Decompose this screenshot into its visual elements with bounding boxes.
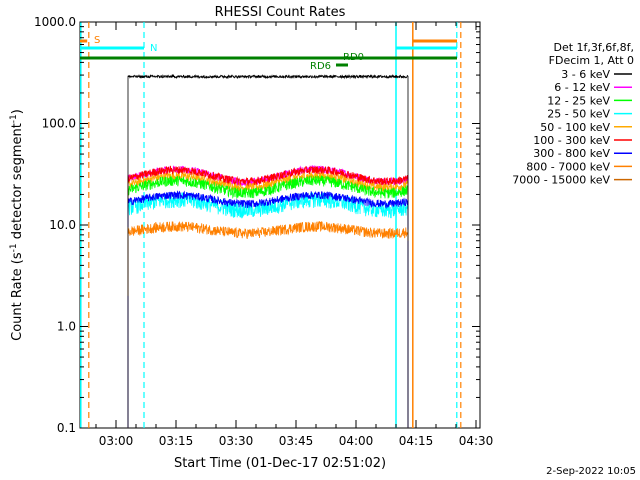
y-tick-label: 1000.0 bbox=[34, 15, 76, 29]
legend-entry-label: 7000 - 15000 keV bbox=[512, 174, 610, 187]
series-layer bbox=[127, 73, 409, 428]
y-tick-label: 1.0 bbox=[57, 320, 76, 334]
y-tick-label: 0.1 bbox=[57, 421, 76, 435]
x-tick-label: 04:15 bbox=[399, 434, 434, 448]
series-line-12-25-keV bbox=[127, 175, 409, 428]
legend-entry-label: 3 - 6 keV bbox=[561, 68, 610, 81]
x-axis-label: Start Time (01-Dec-17 02:51:02) bbox=[174, 456, 386, 471]
x-tick-label: 03:45 bbox=[279, 434, 314, 448]
y-label-sup2: -1 bbox=[9, 114, 19, 123]
y-tick-label: 10.0 bbox=[49, 218, 76, 232]
legend-entry-label: 300 - 800 keV bbox=[533, 147, 610, 160]
legend-entry-label: 800 - 7000 keV bbox=[526, 160, 610, 173]
x-tick-label: 03:00 bbox=[99, 434, 134, 448]
series-line-25-50-keV bbox=[127, 192, 409, 367]
series-line-100-300-keV bbox=[127, 165, 409, 428]
legend-header-line: Det 1f,3f,6f,8f, bbox=[553, 41, 634, 54]
y-label-end: ) bbox=[10, 109, 25, 114]
y-label-sup: -1 bbox=[9, 243, 19, 252]
x-tick-label: 03:15 bbox=[159, 434, 194, 448]
annotation-layer bbox=[80, 22, 462, 428]
legend: Det 1f,3f,6f,8f,FDecim 1, Att 03 - 6 keV… bbox=[512, 41, 634, 187]
legend-entry-label: 6 - 12 keV bbox=[554, 81, 610, 94]
annotation-s-label: S bbox=[94, 35, 100, 46]
series-line-3-6-keV bbox=[127, 73, 409, 428]
annotation-rd0-label: RD0 bbox=[343, 52, 364, 63]
legend-entry-label: 25 - 50 keV bbox=[547, 108, 610, 121]
chart-title: RHESSI Count Rates bbox=[215, 5, 346, 20]
legend-header-line: FDecim 1, Att 0 bbox=[549, 54, 634, 67]
annotation-rd6-label: RD6 bbox=[310, 61, 331, 72]
annotation-n-label: N bbox=[150, 43, 157, 54]
series-line-300-800-keV bbox=[127, 190, 409, 428]
legend-entry-label: 50 - 100 keV bbox=[540, 121, 610, 134]
legend-entry-label: 12 - 25 keV bbox=[547, 94, 610, 107]
y-label-tail: detector segment bbox=[10, 123, 25, 243]
x-tick-label: 04:00 bbox=[339, 434, 374, 448]
y-label-main: Count Rate (s bbox=[10, 252, 25, 341]
axis-ticks: 0.1 1.0 10.0 100.0 1000.0 03:00 03:15 03:30 03:4… bbox=[34, 15, 493, 448]
y-axis-label: Count Rate (s-1 detector segment-1) bbox=[9, 109, 25, 341]
footer-date: 2-Sep-2022 10:05 bbox=[546, 466, 636, 477]
y-tick-label: 100.0 bbox=[42, 117, 76, 131]
x-tick-label: 04:30 bbox=[459, 434, 494, 448]
legend-entry-label: 100 - 300 keV bbox=[533, 134, 610, 147]
x-tick-label: 03:30 bbox=[219, 434, 254, 448]
series-line-800-7000-keV bbox=[127, 221, 409, 296]
